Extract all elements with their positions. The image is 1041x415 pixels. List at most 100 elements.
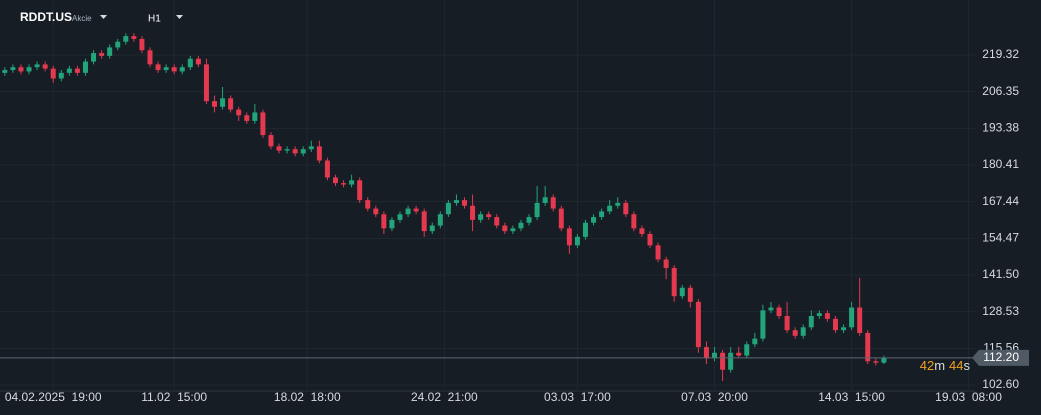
candle-body	[91, 53, 97, 62]
candle-body	[599, 211, 605, 218]
candle-body	[276, 146, 282, 151]
timeframe-dropdown[interactable]	[176, 15, 183, 19]
candle-body	[147, 50, 153, 65]
candle-body	[816, 313, 822, 317]
candle-body	[18, 67, 24, 72]
x-tick-label: 07.03 20:00	[681, 390, 748, 404]
candle-body	[768, 307, 774, 311]
candle-body	[341, 183, 347, 185]
candle-body	[34, 64, 40, 68]
x-tick-label: 19.03 08:00	[935, 390, 1002, 404]
candle-body	[236, 109, 242, 116]
candle-body	[566, 228, 572, 246]
candle-body	[679, 287, 685, 297]
candle-body	[510, 228, 516, 232]
candle-body	[478, 214, 484, 220]
candle-body	[316, 146, 322, 161]
candle-body	[776, 307, 782, 317]
candle-body	[470, 205, 476, 220]
candle-body	[220, 98, 226, 107]
y-tick-label: 102.60	[982, 377, 1019, 391]
candle-body	[663, 259, 669, 268]
candle-body	[574, 236, 580, 246]
candle-body	[413, 208, 419, 212]
candle-body	[429, 225, 435, 232]
candle-body	[107, 47, 113, 56]
candle-body	[647, 234, 653, 246]
candle-body	[550, 197, 556, 209]
candle-body	[615, 202, 621, 206]
candle-body	[332, 177, 338, 184]
x-tick-label: 04.02.2025 19:00	[5, 390, 102, 404]
candle-body	[760, 310, 766, 339]
overlay: 219.32 206.35 193.38 180.41 167.44 154.47 141.…	[0, 47, 1029, 404]
candle-body	[155, 64, 161, 71]
last-price-tag	[972, 349, 1029, 366]
countdown-part: m	[934, 358, 945, 373]
candle-body	[728, 352, 734, 370]
candle-body	[639, 228, 645, 235]
y-tick-label: 219.32	[982, 47, 1019, 61]
candle-body	[607, 205, 613, 212]
x-tick-label: 03.03 17:00	[544, 390, 611, 404]
candle-body	[115, 41, 121, 48]
candle-body	[300, 149, 306, 154]
x-tick-label: 14.03 15:00	[818, 390, 885, 404]
candle-body	[695, 301, 701, 348]
candle-body	[123, 36, 129, 42]
x-tick-label: 18.02 18:00	[274, 390, 341, 404]
candle-body	[389, 219, 395, 229]
candle-body	[582, 222, 588, 237]
candle-body	[453, 200, 459, 203]
candle-body	[324, 160, 330, 178]
candle-body	[542, 197, 548, 203]
candle-body	[437, 214, 443, 226]
candle-body	[284, 149, 290, 151]
countdown-part: s	[964, 358, 971, 373]
candle-body	[74, 68, 80, 73]
candle-body	[421, 211, 427, 232]
candle-body	[687, 287, 693, 302]
candle-body	[752, 338, 758, 345]
candle-body	[736, 352, 742, 356]
candle-body	[139, 38, 145, 51]
y-tick-label: 167.44	[982, 194, 1019, 208]
candle-body	[534, 202, 540, 218]
candle-body	[849, 307, 855, 328]
countdown-part: 44	[949, 358, 963, 373]
candle-body	[800, 327, 806, 336]
candle-body	[42, 64, 48, 69]
candle-body	[591, 217, 597, 223]
candle-body	[82, 61, 88, 73]
candle-body	[66, 68, 72, 73]
candles	[2, 33, 887, 382]
candle-body	[462, 200, 468, 206]
candle-body	[631, 214, 637, 229]
candle-body	[841, 327, 847, 331]
candle-body	[486, 214, 492, 218]
candle-body	[163, 67, 169, 71]
candle-body	[405, 208, 411, 215]
countdown-part: 42	[920, 358, 934, 373]
candle-body	[373, 208, 379, 215]
candle-body	[99, 53, 105, 56]
candle-body	[268, 135, 274, 147]
symbol[interactable]: RDDT.US	[20, 10, 72, 24]
candle-body	[873, 361, 879, 363]
candle-body	[131, 36, 137, 39]
candle-body	[865, 332, 871, 362]
y-tick-label: 193.38	[982, 121, 1019, 135]
candle-body	[494, 217, 500, 226]
candle-body	[784, 316, 790, 331]
candle-body	[58, 72, 64, 79]
candle-body	[623, 202, 629, 215]
candle-body	[228, 98, 234, 110]
symbol-dropdown[interactable]	[100, 15, 107, 19]
timeframe[interactable]: H1	[148, 14, 161, 25]
y-tick-label: 128.53	[982, 304, 1019, 318]
candle-body	[179, 67, 185, 72]
candle-body	[203, 64, 209, 102]
candle-body	[292, 149, 298, 154]
y-tick-label: 206.35	[982, 84, 1019, 98]
candle-body	[712, 352, 718, 359]
